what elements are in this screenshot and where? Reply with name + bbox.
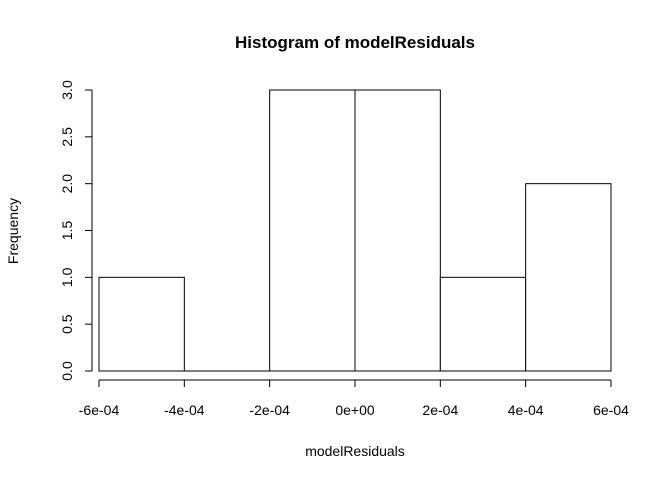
chart-title: Histogram of modelResiduals [235, 33, 475, 52]
x-axis-label: modelResiduals [305, 443, 405, 459]
y-axis-label: Frequency [5, 198, 21, 264]
histogram-bar-1 [98, 276, 185, 372]
x-tick-label: 0e+00 [335, 402, 375, 418]
y-tick-label: 2.0 [59, 174, 75, 194]
histogram-bar-6 [525, 183, 612, 372]
y-tick-label: 0.0 [59, 361, 75, 381]
y-axis: 0.0 0.5 1.0 1.5 2.0 2.5 3.0 [59, 80, 93, 381]
x-tick-label: 2e-04 [422, 402, 458, 418]
x-tick-label: 4e-04 [508, 402, 544, 418]
x-tick-label: -4e-04 [164, 402, 205, 418]
y-tick-label: 3.0 [59, 80, 75, 100]
histogram-bar-5 [439, 276, 527, 372]
histogram-bar-3 [269, 89, 356, 372]
bars-group [98, 89, 612, 372]
x-axis: -6e-04 -4e-04 -2e-04 0e+00 2e-04 4e-04 6e-04 [79, 379, 629, 418]
x-tick-label: 6e-04 [593, 402, 629, 418]
y-tick-label: 1.0 [59, 267, 75, 287]
x-tick-label: -6e-04 [79, 402, 120, 418]
y-tick-label: 2.5 [59, 127, 75, 147]
y-tick-label: 1.5 [59, 221, 75, 241]
x-tick-label: -2e-04 [249, 402, 290, 418]
y-tick-label: 0.5 [59, 314, 75, 334]
histogram-bar-4 [354, 89, 441, 372]
